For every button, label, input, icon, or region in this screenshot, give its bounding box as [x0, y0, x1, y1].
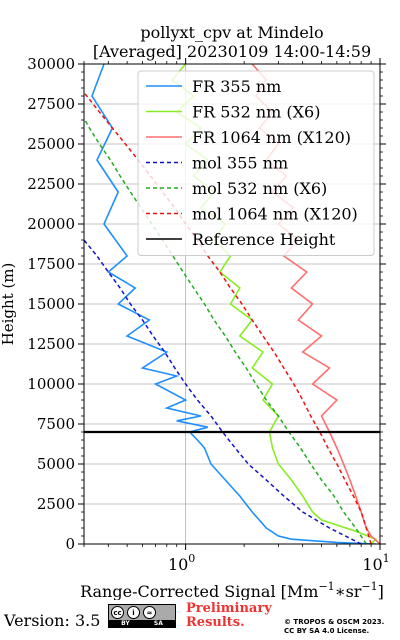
y-tick-label: 22500	[27, 175, 75, 193]
y-tick-label: 15000	[27, 295, 75, 313]
by-icon: i	[127, 606, 140, 619]
chart-title: pollyxt_cpv at Mindelo	[140, 23, 323, 42]
cc-icons: cc i ≈	[109, 605, 175, 620]
series-line	[84, 118, 367, 544]
y-tick-label: 12500	[27, 335, 75, 353]
legend-label: FR 532 nm (X6)	[192, 103, 320, 122]
x-axis-label: Range-Corrected Signal [Mm−1∗sr−1]	[80, 580, 384, 600]
x-tick-label: 101	[362, 552, 389, 574]
preliminary-line-2: Results.	[186, 615, 245, 630]
chart-subtitle: [Averaged] 20230109 14:00-14:59	[93, 42, 371, 61]
legend-label: mol 1064 nm (X120)	[192, 205, 358, 224]
legend-label: mol 532 nm (X6)	[192, 179, 327, 198]
preliminary-line-1: Preliminary	[186, 601, 272, 616]
legend-label: mol 355 nm	[192, 154, 288, 173]
y-tick-label: 25000	[27, 135, 75, 153]
cc-license-text: BY SA	[109, 620, 175, 627]
cc-sa-text: SA	[153, 620, 163, 627]
y-axis-label: Height (m)	[0, 263, 17, 346]
y-tick-label: 0	[65, 535, 75, 553]
cc-icon: cc	[111, 606, 124, 619]
preliminary-notice: Preliminary Results.	[186, 602, 272, 630]
series-line	[84, 92, 372, 544]
y-tick-label: 5000	[37, 455, 75, 473]
x-tick-label: 100	[168, 552, 195, 574]
version-label: Version: 3.5	[4, 611, 101, 630]
sa-icon: ≈	[143, 606, 156, 619]
series-line	[91, 64, 376, 544]
legend-label: Reference Height	[192, 230, 336, 249]
copyright-line-1: © TROPOS & OSCM 2023.	[284, 618, 385, 626]
legend: FR 355 nm FR 532 nm (X6) FR 1064 nm (X120)…	[137, 70, 375, 256]
legend-label: FR 1064 nm (X120)	[192, 128, 351, 147]
y-tick-label: 2500	[37, 495, 75, 513]
copyright-notice: © TROPOS & OSCM 2023. CC BY SA 4.0 Licen…	[284, 618, 384, 636]
copyright-line-2: CC BY SA 4.0 License.	[284, 627, 370, 635]
axes: 100 101 0 2500 5000 7500 10000 12500 15000 17500 2…	[27, 55, 389, 574]
y-tick-label: 20000	[27, 215, 75, 233]
cc-by-text: BY	[121, 620, 130, 627]
y-tick-label: 7500	[37, 415, 75, 433]
series-line	[84, 239, 362, 544]
y-tick-label: 17500	[27, 255, 75, 273]
y-tick-label: 10000	[27, 375, 75, 393]
cc-license-badge: cc i ≈ BY SA	[108, 604, 176, 628]
legend-label: FR 355 nm	[192, 77, 281, 96]
profile-chart: pollyxt_cpv at Mindelo [Averaged] 202301…	[0, 23, 390, 600]
y-tick-label: 27500	[27, 95, 75, 113]
legend-box	[137, 70, 375, 256]
y-tick-label: 30000	[27, 55, 75, 73]
